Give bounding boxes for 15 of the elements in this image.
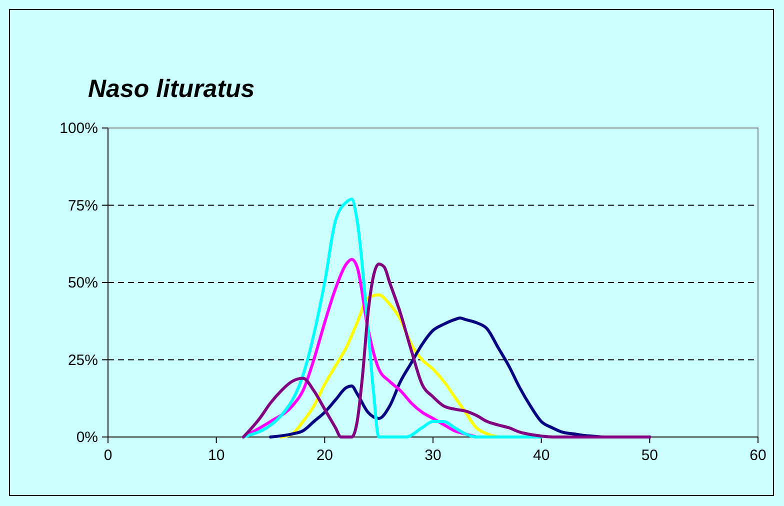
y-tick-label: 50% [68,274,98,292]
y-tick-label: 0% [76,429,98,446]
x-tick-label: 50 [641,447,658,464]
y-tick-label: 25% [68,352,98,369]
line-series [242,198,543,438]
x-tick-label: 0 [104,447,112,464]
chart-title: Naso lituratus [88,75,255,103]
x-tick-label: 60 [750,447,766,464]
x-tick-label: 30 [424,447,442,464]
y-tick-label: 100% [60,120,98,137]
x-tick-label: 20 [316,447,334,464]
x-tick-label: 40 [532,447,550,464]
y-tick-label: 75% [68,197,98,214]
line-series [242,262,652,438]
x-tick-label: 10 [208,447,225,464]
